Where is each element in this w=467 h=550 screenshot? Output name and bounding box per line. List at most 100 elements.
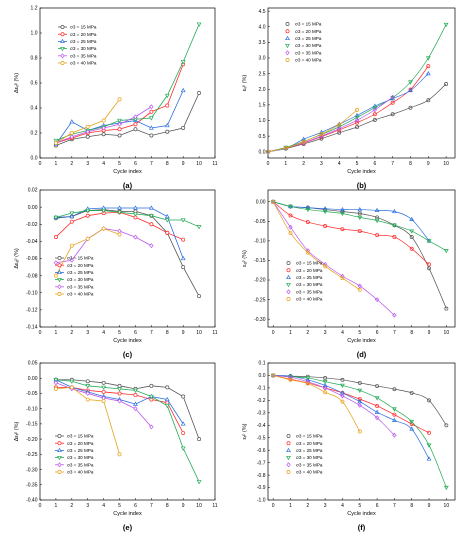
x-tick-label: 2	[306, 503, 309, 509]
legend-entry: σ3 = 40 MPa	[296, 297, 323, 302]
series-5	[53, 97, 122, 145]
series-2	[265, 71, 431, 154]
x-tick-label: 6	[134, 330, 137, 336]
data-point	[375, 233, 380, 237]
panel-label: (d)	[357, 350, 367, 359]
x-tick-label: 3	[324, 503, 327, 509]
legend-marker	[57, 455, 62, 461]
x-tick-label: 1	[55, 330, 58, 336]
y-tick-label: -0.10	[26, 406, 38, 412]
data-point	[101, 399, 106, 404]
fit-curve	[273, 201, 430, 242]
y-tick-label: 0.02	[28, 188, 38, 194]
data-point	[69, 119, 75, 124]
y-tick-label: 0.00	[28, 376, 38, 382]
series-5	[271, 199, 362, 292]
data-point	[426, 443, 432, 448]
fit-curve	[273, 375, 430, 434]
data-point	[355, 125, 359, 130]
legend-marker	[57, 263, 62, 268]
data-point	[340, 377, 345, 382]
data-point	[101, 125, 106, 131]
data-point	[427, 266, 431, 271]
data-point	[148, 125, 154, 130]
data-point	[322, 209, 328, 215]
y-tick-label: 3.5	[259, 40, 266, 46]
panel-label: (f)	[358, 523, 366, 532]
data-point	[392, 312, 397, 318]
data-point	[149, 222, 154, 227]
legend-marker	[286, 462, 291, 468]
data-point	[85, 129, 90, 135]
data-point	[427, 262, 431, 267]
data-point	[180, 87, 186, 93]
x-axis-label: Cycle index	[347, 511, 376, 517]
x-tick-label: 3	[324, 330, 327, 336]
data-point	[180, 421, 186, 426]
legend-entry: σ3 = 35 MPa	[295, 50, 322, 55]
data-point	[409, 216, 415, 222]
x-tick-label: 5	[118, 503, 121, 509]
data-point	[426, 239, 432, 244]
data-point	[117, 387, 122, 392]
data-point	[164, 93, 170, 99]
data-point	[354, 115, 360, 120]
data-point	[133, 393, 138, 397]
series-line	[55, 379, 200, 440]
legend-marker	[286, 282, 291, 288]
data-point	[117, 228, 122, 234]
x-tick-label: 5	[356, 161, 359, 167]
legend: σ3 = 15 MPa σ3 = 20 MPa σ3 = 25 MPa σ3 = 30…	[58, 25, 97, 66]
legend-marker	[57, 462, 62, 468]
y-tick-label: 0.00	[256, 199, 266, 205]
legend-entry: σ3 = 15 MPa	[67, 434, 94, 439]
data-point	[375, 384, 380, 388]
data-point	[117, 127, 122, 132]
data-point	[180, 60, 186, 65]
legend-marker	[286, 274, 291, 280]
data-point	[101, 208, 107, 214]
data-point	[180, 446, 186, 451]
x-tick-label: 4	[102, 503, 105, 509]
data-point	[409, 229, 415, 234]
fit-curve	[273, 201, 447, 251]
data-point	[164, 122, 170, 128]
data-point	[340, 393, 345, 399]
data-point	[85, 213, 90, 218]
data-point	[357, 402, 362, 408]
legend-marker	[285, 29, 290, 34]
data-point	[53, 141, 58, 145]
legend-entry: σ3 = 15 MPa	[296, 261, 323, 266]
panel-3: 0 1 2 3 4 5 6 7 8 9 10 -0.30 -0.25 -0.20 -0.15 -0.10 -0.…	[242, 189, 456, 359]
data-point	[181, 431, 186, 435]
data-point	[340, 206, 345, 212]
legend-entry: σ3 = 35 MPa	[67, 284, 94, 289]
data-point	[322, 382, 328, 388]
y-tick-label: -0.6	[257, 448, 266, 454]
data-point	[391, 417, 397, 422]
legend-marker	[286, 434, 291, 438]
series-0	[53, 377, 202, 442]
x-tick-label: 5	[358, 503, 361, 509]
data-point	[181, 126, 186, 130]
x-tick-label: 4	[102, 330, 105, 336]
data-point	[117, 118, 122, 124]
panel-5: 0 1 2 3 4 5 6 7 8 9 10 -1.0 -0.9 -0.8 -0.7 -0.6 -0.5 -0.4…	[242, 361, 456, 532]
legend: σ3 = 15 MPa σ3 = 20 MPa σ3 = 25 MPa σ3 = 30…	[55, 256, 94, 297]
y-tick-label: 0.6	[31, 81, 38, 87]
series-line	[55, 24, 200, 141]
data-point	[180, 255, 186, 261]
data-point	[101, 226, 106, 231]
y-axis-label: εₐᵖ (%)	[242, 250, 248, 267]
legend-entry: σ3 = 15 MPa	[295, 22, 322, 27]
data-point	[337, 130, 342, 135]
panel-0: 0 1 2 3 4 5 6 7 8 9 10 11 0.0 0.2 0.4 0.6 0.8 1.0 1.2 Cycle…	[14, 6, 218, 190]
data-point	[340, 383, 345, 389]
y-tick-label: -0.10	[254, 239, 266, 245]
data-point	[288, 377, 293, 382]
data-point	[117, 232, 122, 237]
data-point	[355, 107, 359, 112]
x-tick-label: 8	[409, 161, 412, 167]
data-point	[409, 419, 415, 425]
legend-entry: σ3 = 30 MPa	[296, 455, 323, 460]
